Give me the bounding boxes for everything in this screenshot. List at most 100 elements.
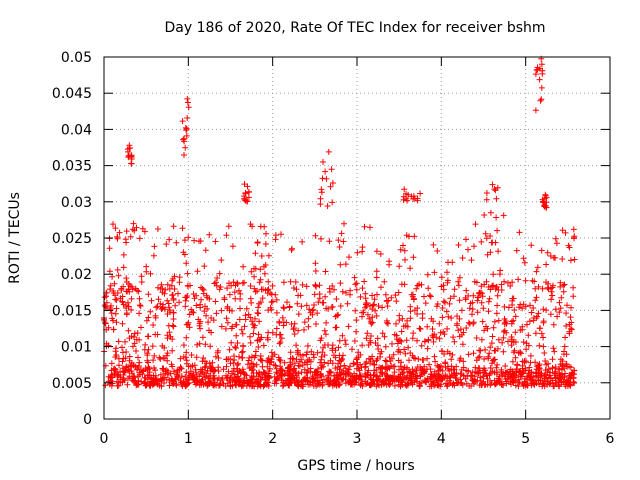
data-point	[533, 366, 540, 373]
data-point	[409, 293, 416, 300]
data-point	[150, 252, 157, 259]
data-point	[265, 329, 272, 336]
data-point	[151, 243, 158, 250]
data-point	[238, 349, 245, 356]
data-point	[334, 364, 341, 370]
data-point	[448, 356, 455, 363]
data-point	[487, 286, 494, 293]
data-point	[456, 274, 463, 281]
data-point	[532, 297, 539, 304]
data-point	[397, 349, 404, 356]
data-point	[108, 302, 114, 309]
data-point	[184, 99, 191, 106]
data-point	[175, 374, 182, 381]
data-point	[122, 355, 129, 362]
data-point	[146, 382, 153, 389]
data-point	[188, 352, 195, 358]
data-point	[194, 341, 201, 348]
data-point	[540, 343, 547, 350]
data-point	[280, 322, 287, 329]
data-point	[312, 232, 319, 239]
data-point	[425, 336, 432, 343]
data-point	[257, 376, 264, 383]
data-point	[335, 311, 342, 318]
data-point	[228, 282, 235, 289]
data-point	[391, 382, 398, 389]
data-point	[176, 299, 183, 306]
data-point	[363, 299, 370, 306]
data-point	[334, 312, 341, 319]
data-point	[200, 355, 207, 361]
data-point	[276, 319, 283, 326]
data-point	[183, 125, 190, 132]
data-point	[473, 279, 480, 286]
data-point	[255, 373, 262, 380]
data-point	[458, 307, 465, 314]
data-point	[342, 365, 349, 372]
data-point	[327, 183, 334, 190]
data-point	[233, 332, 240, 339]
data-point	[382, 291, 389, 298]
data-point	[545, 366, 552, 372]
data-point	[485, 298, 492, 305]
data-point	[404, 197, 411, 204]
data-point	[204, 305, 211, 312]
data-point	[377, 251, 384, 257]
data-point	[436, 364, 443, 371]
data-point	[331, 286, 337, 293]
data-point	[213, 310, 220, 317]
data-point	[154, 226, 161, 232]
data-point	[243, 198, 250, 205]
data-point	[186, 324, 193, 331]
data-point	[198, 296, 205, 303]
data-point	[361, 278, 368, 285]
data-point	[298, 378, 305, 385]
data-point	[393, 320, 399, 327]
data-point	[212, 353, 219, 360]
data-point	[108, 310, 115, 317]
data-point	[465, 246, 471, 253]
data-point	[501, 373, 508, 380]
data-point	[410, 330, 417, 337]
data-point	[565, 377, 572, 384]
data-point	[503, 378, 510, 385]
data-point	[487, 344, 494, 351]
data-point	[476, 353, 483, 360]
data-point	[372, 340, 379, 346]
data-point	[371, 362, 378, 368]
data-point	[492, 239, 499, 246]
data-point	[478, 283, 485, 290]
data-point	[418, 366, 425, 372]
y-tick-label: 0.04	[61, 122, 92, 138]
data-point	[369, 292, 376, 299]
data-point	[374, 355, 381, 362]
data-point	[321, 327, 328, 334]
data-point	[547, 253, 554, 259]
data-point	[206, 360, 213, 367]
data-point	[384, 303, 391, 310]
data-point	[401, 247, 408, 254]
data-point	[305, 323, 312, 330]
data-point	[164, 335, 171, 342]
data-point	[154, 331, 161, 338]
data-point	[361, 223, 368, 230]
data-point	[278, 335, 285, 342]
data-point	[242, 189, 249, 196]
data-point	[409, 381, 416, 388]
data-point	[273, 325, 280, 332]
data-point	[414, 311, 421, 317]
data-point	[169, 377, 176, 384]
data-point	[501, 278, 508, 285]
data-point	[394, 340, 401, 347]
data-point	[260, 382, 267, 389]
data-point	[546, 381, 553, 387]
data-point	[417, 326, 424, 332]
data-point	[383, 364, 390, 371]
data-point	[418, 342, 425, 349]
data-point	[556, 299, 563, 306]
data-point	[232, 345, 239, 351]
data-point	[288, 372, 295, 379]
data-point	[568, 304, 574, 311]
data-point	[548, 296, 555, 303]
data-point	[571, 256, 578, 263]
